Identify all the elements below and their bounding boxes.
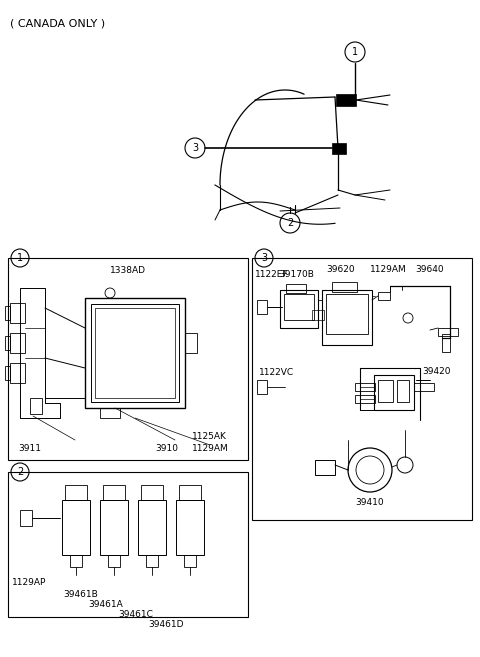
Bar (332, 282, 357, 292)
Text: ( CANADA ONLY ): ( CANADA ONLY ) (10, 18, 105, 28)
Text: 1129AM: 1129AM (192, 444, 229, 453)
Bar (146, 555, 158, 567)
Text: 39640: 39640 (415, 265, 444, 274)
Bar (336, 94, 356, 106)
Bar (312, 310, 324, 320)
Bar (5, 336, 10, 350)
Bar (378, 292, 390, 300)
Bar (108, 555, 120, 567)
Bar (257, 380, 267, 394)
Bar (414, 383, 434, 391)
Text: 1: 1 (352, 47, 358, 57)
Text: 3: 3 (261, 253, 267, 263)
Bar (100, 408, 120, 418)
Bar (95, 308, 175, 398)
Bar (70, 555, 82, 567)
Bar (397, 380, 409, 402)
Text: 1122VC: 1122VC (259, 368, 294, 377)
Text: 39461A: 39461A (88, 600, 123, 609)
Text: 39410: 39410 (355, 498, 384, 507)
Bar (184, 555, 196, 567)
Bar (30, 398, 42, 414)
Text: 1129AM: 1129AM (370, 265, 407, 274)
Bar (286, 284, 306, 293)
Text: 3911: 3911 (18, 444, 41, 453)
Text: 39461C: 39461C (118, 610, 153, 619)
Bar (5, 366, 10, 380)
Bar (355, 395, 375, 403)
Bar (332, 143, 346, 154)
Text: 1338AD: 1338AD (110, 266, 146, 275)
Bar (442, 334, 450, 352)
Bar (10, 303, 25, 323)
Bar (185, 333, 197, 353)
Text: 39170B: 39170B (279, 270, 314, 279)
Bar (20, 510, 32, 526)
Text: 39461D: 39461D (148, 620, 183, 629)
Text: 1122EF: 1122EF (255, 270, 288, 279)
Text: 1: 1 (17, 253, 23, 263)
Text: 1129AP: 1129AP (12, 578, 47, 587)
Bar (378, 380, 393, 402)
Bar (257, 300, 267, 314)
Text: 2: 2 (287, 218, 293, 228)
Bar (10, 333, 25, 353)
Text: 39620: 39620 (326, 265, 355, 274)
Text: 1125AK: 1125AK (192, 432, 227, 441)
Text: 2: 2 (17, 467, 23, 477)
Text: 3910: 3910 (155, 444, 178, 453)
Text: 3: 3 (192, 143, 198, 153)
Text: 39461B: 39461B (63, 590, 98, 599)
Bar (438, 328, 458, 336)
Text: 39420: 39420 (422, 367, 451, 376)
Bar (10, 363, 25, 383)
Bar (355, 383, 375, 391)
Bar (5, 306, 10, 320)
